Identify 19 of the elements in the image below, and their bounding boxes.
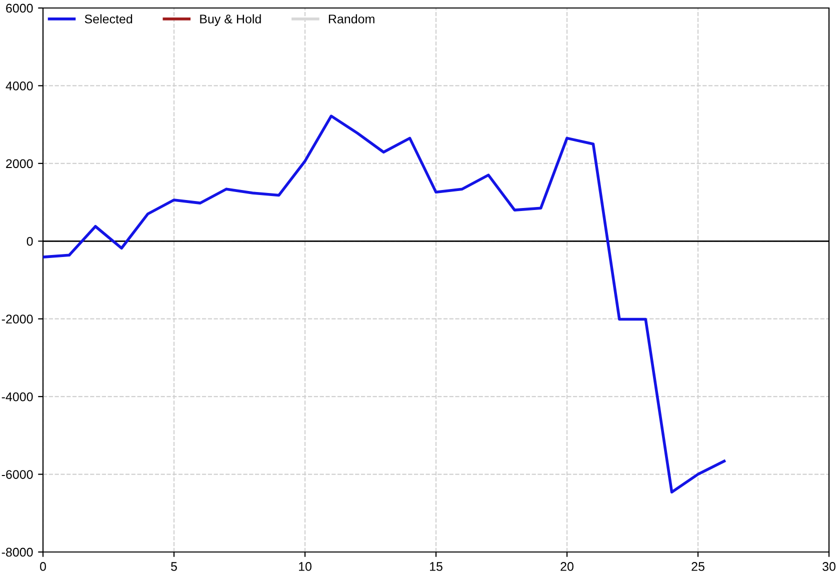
x-tick-label: 20: [560, 562, 574, 571]
y-tick-label: 6000: [6, 4, 33, 13]
y-tick-label: 0: [26, 236, 33, 246]
y-tick-label: -6000: [2, 470, 33, 479]
y-tick-label: -8000: [2, 548, 33, 557]
x-tick-label: 10: [299, 562, 312, 571]
x-tick-label: 25: [692, 562, 704, 571]
line-series: [43, 114, 726, 494]
y-tick-label: -4000: [2, 392, 33, 402]
x-tick-label: 0: [40, 562, 46, 571]
y-tick-label: -2000: [2, 314, 33, 324]
x-tick-label: 30: [822, 562, 836, 571]
legend-label: Selected: [84, 14, 132, 24]
x-tick-label: 15: [430, 562, 442, 571]
y-tick-label: 2000: [6, 159, 33, 168]
legend-label: Random: [328, 14, 374, 24]
y-tick-label: 4000: [6, 82, 33, 90]
legend-label: Buy & Hold: [200, 14, 261, 26]
x-tick-label: 5: [171, 562, 177, 571]
